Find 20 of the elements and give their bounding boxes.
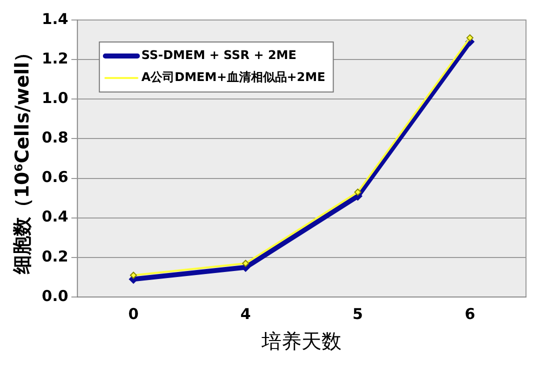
y-tick-label: 0.2 xyxy=(42,247,68,266)
y-tick-label: 1.0 xyxy=(42,89,68,108)
point xyxy=(466,34,474,42)
x-axis-title: 培养天数 xyxy=(260,329,342,354)
y-tick-label: 0.4 xyxy=(42,208,68,226)
y-tick-label: 1.2 xyxy=(42,49,68,68)
legend-label: SS-DMEM + SSR + 2ME xyxy=(141,48,296,62)
x-tick-label: 0 xyxy=(128,304,139,323)
y-tick-label: 0.6 xyxy=(42,168,68,186)
y-tick-label: 1.4 xyxy=(42,10,68,28)
y-tick-label: 0.0 xyxy=(42,286,68,305)
x-tick-label: 6 xyxy=(464,304,476,323)
legend-label: A公司DMEM+血清相似品+2ME xyxy=(141,70,326,84)
x-tick-label: 4 xyxy=(240,304,251,323)
x-tick-label: 5 xyxy=(352,304,363,323)
y-axis-title: 细胞数（10⁶Cells/well） xyxy=(11,42,34,276)
point xyxy=(130,272,137,279)
y-tick-label: 0.8 xyxy=(42,128,68,147)
point xyxy=(354,188,362,196)
point xyxy=(242,260,250,267)
